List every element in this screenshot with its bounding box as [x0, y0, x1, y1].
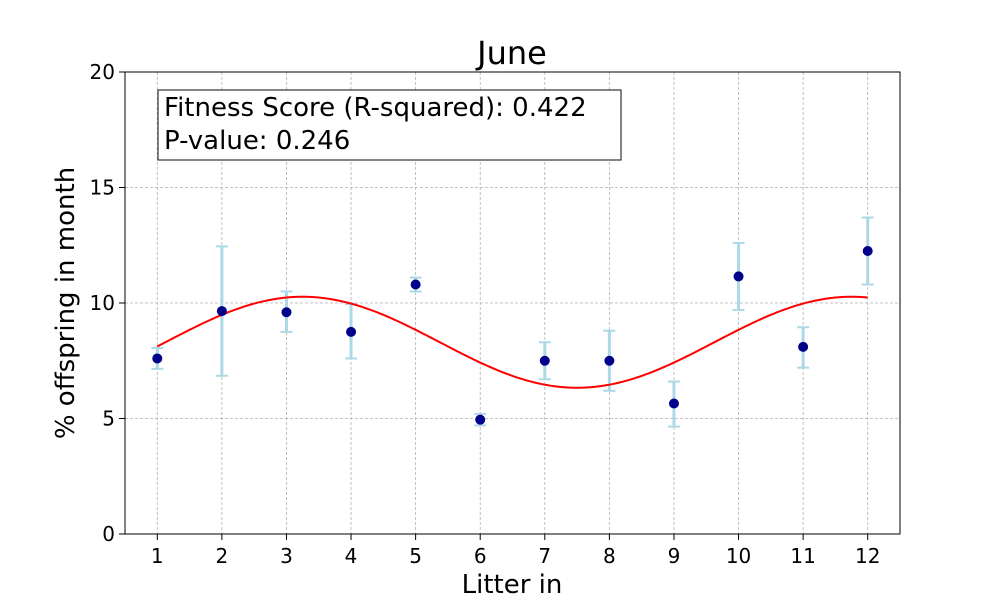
r-squared-text: Fitness Score (R-squared): 0.422	[164, 93, 587, 123]
y-tick-label: 15	[90, 176, 115, 200]
fit-curve-layer	[156, 295, 868, 389]
y-tick-label: 10	[90, 291, 115, 315]
data-point	[346, 326, 357, 337]
data-point	[410, 279, 421, 290]
error-bars	[151, 216, 874, 428]
x-tick-label: 8	[603, 544, 616, 568]
x-tick-label: 3	[280, 544, 293, 568]
p-value-text: P-value: 0.246	[164, 126, 350, 156]
data-point	[862, 246, 873, 257]
x-tick-label: 5	[409, 544, 422, 568]
x-axis-title: Litter in	[462, 570, 563, 600]
data-point	[668, 398, 679, 409]
x-tick-label: 9	[668, 544, 681, 568]
data-points	[152, 246, 873, 425]
x-tick-label: 11	[790, 544, 815, 568]
data-point	[539, 355, 550, 366]
stats-annotation-box: Fitness Score (R-squared): 0.422 P-value…	[157, 89, 622, 161]
x-tick-label: 6	[474, 544, 487, 568]
data-point	[604, 355, 615, 366]
x-tick-label: 7	[538, 544, 551, 568]
data-point	[475, 414, 486, 425]
annotation-frame	[157, 89, 622, 161]
y-tick-label: 5	[102, 407, 115, 431]
x-tick-label: 4	[345, 544, 358, 568]
data-point	[798, 341, 809, 352]
x-tick-label: 1	[151, 544, 164, 568]
x-tick-label: 2	[216, 544, 229, 568]
y-tick-label: 0	[102, 522, 115, 546]
data-point	[733, 271, 744, 282]
chart-title: June	[475, 34, 547, 72]
fit-curve-line	[156, 295, 868, 389]
data-point	[152, 353, 163, 364]
y-axis-title: % offspring in month	[51, 167, 81, 439]
x-tick-label: 10	[726, 544, 751, 568]
data-point	[281, 307, 292, 318]
x-tick-label: 12	[855, 544, 880, 568]
y-tick-label: 20	[90, 60, 115, 84]
data-point	[216, 306, 227, 317]
